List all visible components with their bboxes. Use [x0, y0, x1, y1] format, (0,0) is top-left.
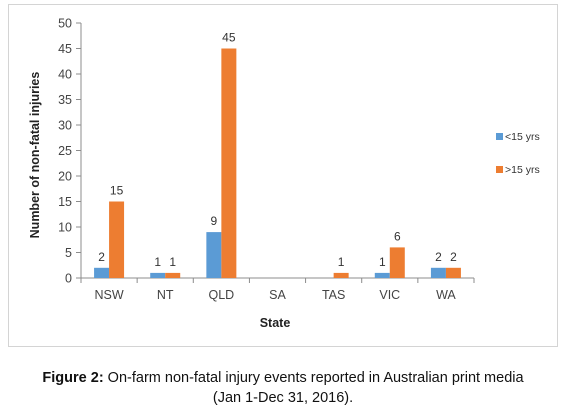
bar [389, 247, 405, 278]
data-label: 1 [338, 255, 345, 269]
y-tick-label: 30 [58, 119, 72, 133]
y-tick-label: 5 [65, 246, 72, 260]
figure-caption: Figure 2: On-farm non-fatal injury event… [0, 368, 566, 408]
x-tick-label: VIC [379, 288, 400, 302]
chart-frame: 0 5 10 15 20 25 30 35 40 45 50 NSW NT QLD SA TAS VIC WA … [8, 4, 558, 347]
bar [94, 267, 110, 278]
legend-label: <15 yrs [505, 131, 540, 143]
legend-swatch [496, 133, 503, 140]
x-axis: NSW NT QLD SA TAS VIC WA [80, 277, 475, 302]
bar [221, 48, 237, 278]
data-label: 2 [450, 250, 457, 264]
y-tick-label: 35 [58, 93, 72, 107]
bar [206, 232, 222, 278]
bar [150, 272, 166, 278]
x-tick-label: NSW [94, 288, 123, 302]
y-tick-label: 50 [58, 17, 72, 31]
x-tick-label: NT [157, 288, 174, 302]
y-axis-title: Number of non-fatal injuries [28, 72, 42, 239]
data-label: 1 [169, 255, 176, 269]
x-tick-label: TAS [322, 288, 345, 302]
bar [430, 267, 446, 278]
y-tick-label: 45 [58, 42, 72, 56]
y-axis: 0 5 10 15 20 25 30 35 40 45 50 [58, 17, 82, 286]
caption-text: On-farm non-fatal injury events reported… [103, 370, 524, 386]
legend-label: >15 yrs [505, 164, 540, 176]
x-axis-title: State [260, 316, 291, 330]
y-tick-label: 40 [58, 68, 72, 82]
bar [333, 272, 349, 278]
data-label: 1 [379, 255, 386, 269]
caption-label: Figure 2: [42, 370, 104, 386]
caption-line-2: (Jan 1-Dec 31, 2016). [212, 390, 354, 406]
data-label: 45 [222, 31, 236, 45]
data-label: 9 [211, 214, 218, 228]
bar [109, 201, 125, 278]
y-tick-label: 15 [58, 195, 72, 209]
bar [374, 272, 390, 278]
bars [94, 48, 461, 278]
data-label: 2 [98, 250, 105, 264]
y-tick-label: 10 [58, 221, 72, 235]
x-tick-label: SA [269, 288, 286, 302]
data-label: 1 [154, 255, 161, 269]
y-tick-label: 0 [65, 272, 72, 286]
bar [445, 267, 461, 278]
legend-swatch [496, 166, 503, 173]
x-tick-label: QLD [209, 288, 235, 302]
data-label: 6 [394, 229, 401, 243]
data-label: 15 [110, 184, 124, 198]
legend: <15 yrs >15 yrs [496, 131, 540, 176]
caption-line-1: Figure 2: On-farm non-fatal injury event… [0, 368, 566, 388]
y-tick-label: 20 [58, 170, 72, 184]
data-label: 2 [435, 250, 442, 264]
y-tick-label: 25 [58, 144, 72, 158]
x-tick-label: WA [436, 288, 456, 302]
bar [165, 272, 181, 278]
